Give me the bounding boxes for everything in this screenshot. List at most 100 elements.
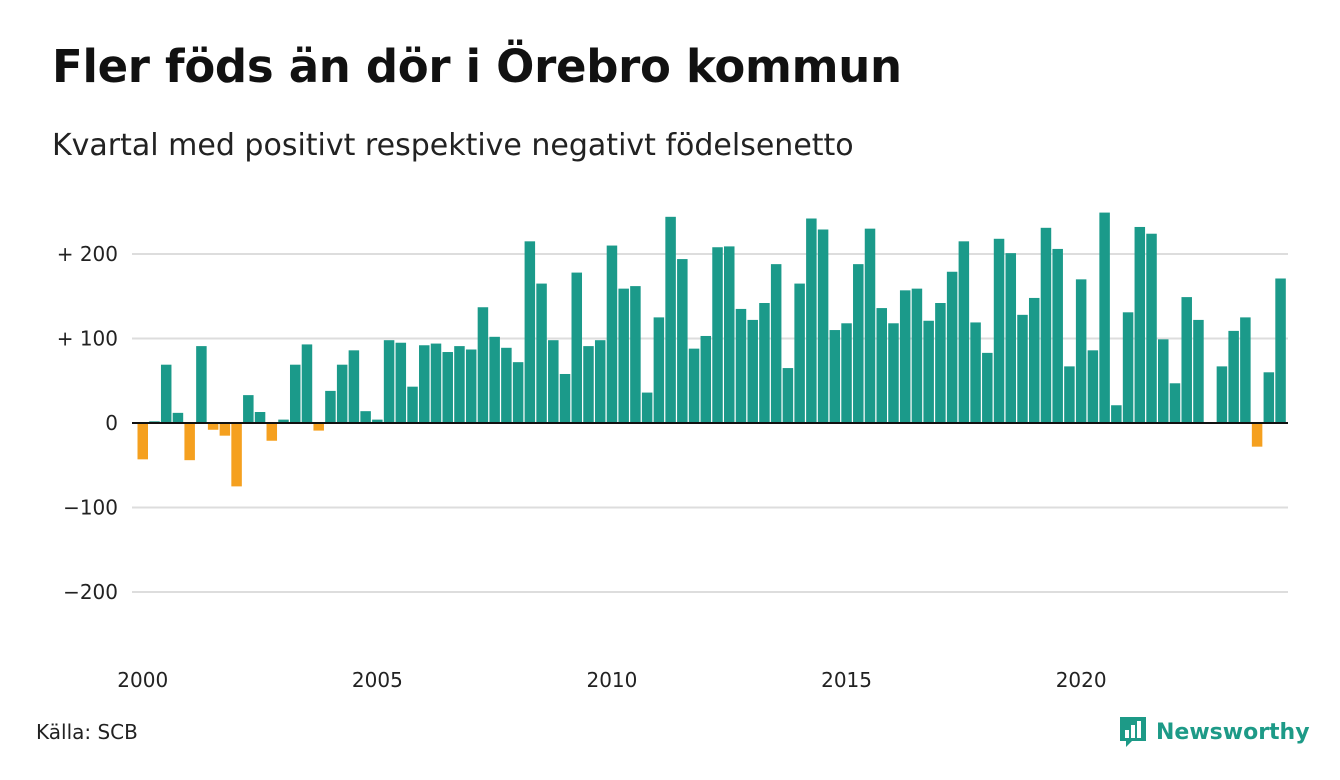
bar-2018-q4 (1017, 314, 1028, 423)
bar-2023-q1 (1216, 366, 1228, 423)
bar-2000-q3 (160, 364, 172, 423)
bar-2004-q4 (360, 411, 371, 423)
bar-2001-q2 (196, 346, 207, 423)
bar-2003-q1 (278, 419, 289, 423)
bar-2013-q2 (759, 303, 770, 423)
chart-title: Fler föds än dör i Örebro kommun (52, 40, 902, 93)
x-tick-label: 2020 (1056, 668, 1107, 692)
bar-2023-q2 (1228, 330, 1239, 423)
newsworthy-logo-icon (1120, 717, 1146, 747)
y-tick-label: 0 (105, 411, 118, 435)
brand-logo: Newsworthy (1118, 714, 1310, 750)
bar-2007-q3 (489, 336, 500, 423)
bar-2021-q4 (1158, 339, 1169, 424)
bar-2007-q4 (501, 347, 512, 423)
bar-2019-q2 (1040, 227, 1052, 423)
bar-2011-q4 (688, 348, 700, 423)
bar-2001-q3 (207, 423, 219, 430)
bar-2020-q2 (1087, 350, 1099, 423)
bar-2008-q3 (536, 283, 547, 423)
bar-2021-q1 (1122, 312, 1134, 423)
bar-2022-q3 (1193, 319, 1204, 423)
y-tick-label: + 200 (57, 242, 118, 266)
bar-2019-q1 (1028, 297, 1040, 423)
grid-lines (132, 253, 1288, 593)
bar-2023-q3 (1240, 317, 1251, 424)
bar-2021-q3 (1146, 233, 1157, 423)
bar-2004-q1 (325, 390, 336, 423)
bar-2010-q3 (630, 286, 641, 423)
bar-2007-q1 (465, 349, 477, 424)
bar-2006-q4 (454, 346, 465, 423)
bar-2017-q3 (958, 241, 970, 423)
bar-2009-q1 (559, 373, 571, 423)
bar-2008-q1 (512, 362, 524, 423)
bar-2008-q4 (548, 340, 559, 423)
bar-2001-q4 (219, 423, 231, 436)
bar-2005-q1 (372, 419, 383, 423)
bar-2012-q1 (700, 335, 712, 423)
bar-2013-q3 (770, 264, 782, 423)
bar-2009-q4 (594, 340, 606, 423)
bar-2016-q2 (899, 290, 911, 423)
bar-2016-q1 (888, 323, 899, 423)
y-tick-label: −200 (63, 580, 118, 604)
bar-2001-q1 (184, 423, 195, 461)
bars (137, 212, 1286, 487)
bar-2020-q1 (1075, 279, 1087, 423)
bar-2021-q2 (1134, 226, 1146, 423)
bar-2000-q4 (172, 412, 184, 423)
bar-2005-q2 (383, 340, 395, 423)
chart-subtitle: Kvartal med positivt respektive negativt… (52, 128, 854, 163)
bar-2015-q1 (841, 323, 852, 423)
bar-2017-q4 (970, 322, 981, 423)
y-tick-label: + 100 (57, 327, 118, 351)
bar-2004-q2 (336, 364, 348, 423)
bar-2019-q4 (1064, 366, 1075, 423)
bar-2016-q4 (923, 320, 934, 423)
bar-2003-q3 (301, 344, 313, 423)
bar-2015-q2 (853, 264, 864, 423)
bar-2022-q2 (1181, 297, 1192, 424)
bar-2014-q4 (829, 330, 841, 423)
bar-2016-q3 (911, 288, 923, 423)
bar-2015-q4 (876, 308, 887, 423)
bar-2012-q2 (712, 247, 723, 423)
bar-2006-q3 (442, 352, 453, 423)
bar-2014-q1 (794, 283, 805, 423)
x-tick-label: 2000 (117, 668, 168, 692)
x-tick-label: 2015 (821, 668, 872, 692)
bar-2005-q4 (407, 386, 418, 424)
bar-2004-q3 (348, 350, 360, 423)
bar-2007-q2 (477, 307, 489, 424)
bar-2018-q1 (982, 352, 993, 423)
axes: + 200 + 100 0 −100 −200 2000 2005 2010 2015 2020 (57, 242, 1288, 692)
bar-2020-q4 (1111, 405, 1122, 423)
bar-2014-q2 (806, 218, 817, 423)
bar-2003-q2 (289, 364, 301, 423)
bar-2010-q2 (618, 288, 629, 423)
bar-2015-q3 (864, 228, 876, 423)
bar-2002-q4 (266, 423, 278, 441)
bar-2022-q1 (1169, 383, 1181, 423)
x-tick-label: 2005 (352, 668, 403, 692)
bar-2012-q4 (735, 308, 747, 424)
bar-2018-q3 (1005, 253, 1017, 423)
bar-2024-q2 (1275, 278, 1286, 423)
bar-2003-q4 (313, 423, 324, 431)
bar-2011-q1 (653, 317, 665, 424)
bar-2019-q3 (1052, 248, 1063, 423)
bar-2008-q2 (524, 241, 536, 423)
bar-chart: + 200 + 100 0 −100 −200 2000 2005 2010 2015 2020 (57, 212, 1288, 692)
bar-2002-q1 (231, 423, 242, 487)
x-tick-label: 2010 (586, 668, 637, 692)
y-tick-label: −100 (63, 496, 118, 520)
bar-2023-q4 (1251, 423, 1263, 447)
bar-2012-q3 (724, 246, 735, 423)
brand-name: Newsworthy (1156, 719, 1310, 745)
bar-2018-q2 (993, 238, 1005, 423)
bar-2011-q2 (665, 216, 676, 423)
bar-2011-q3 (677, 259, 688, 423)
bar-2014-q3 (817, 229, 829, 423)
bar-2013-q4 (782, 368, 794, 423)
